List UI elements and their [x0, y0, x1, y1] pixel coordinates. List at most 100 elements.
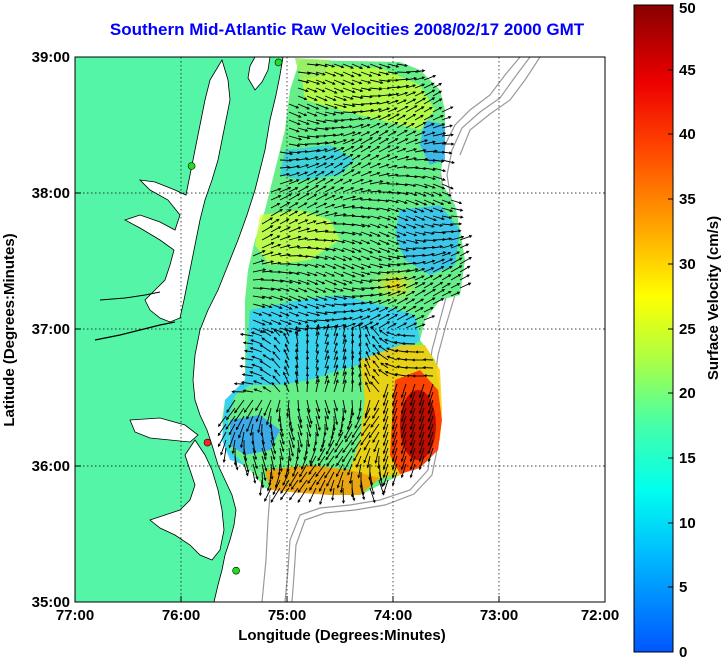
velocity-arrow-head [378, 299, 382, 303]
velocity-arrow [365, 343, 371, 353]
velocity-arrow-head [362, 224, 366, 228]
velocity-arrow-head [343, 348, 347, 352]
velocity-arrow [343, 455, 353, 471]
velocity-arrow-head [322, 289, 327, 293]
velocity-arrow-head [358, 162, 362, 166]
velocity-arrow-head [308, 424, 312, 429]
velocity-arrow [378, 63, 390, 69]
velocity-arrow-head [387, 249, 391, 253]
velocity-arrow-head [412, 275, 417, 279]
velocity-arrow [363, 439, 371, 451]
velocity-arrow [410, 423, 416, 438]
velocity-arrow-head [325, 127, 330, 131]
velocity-arrow [333, 133, 344, 137]
velocity-arrow [326, 455, 335, 467]
velocity-arrow [324, 271, 335, 277]
velocity-arrow [241, 381, 254, 385]
velocity-arrow-head [306, 281, 310, 285]
velocity-arrow [288, 255, 302, 257]
velocity-arrow [459, 250, 469, 257]
velocity-arrow [324, 87, 337, 94]
velocity-arrow [414, 275, 424, 281]
velocity-arrow-head [421, 91, 425, 94]
velocity-arrow-head [466, 250, 470, 254]
velocity-arrow [396, 106, 409, 113]
velocity-arrow [360, 321, 373, 329]
velocity-arrow [297, 246, 311, 249]
velocity-arrow [372, 360, 380, 369]
velocity-arrow-head [422, 358, 427, 362]
velocity-arrow-head [414, 193, 418, 197]
velocity-arrow [306, 311, 320, 316]
velocity-arrow-head [315, 358, 319, 363]
velocity-arrow [459, 282, 471, 289]
velocity-arrow-head [296, 164, 301, 168]
velocity-arrow-head [299, 444, 303, 448]
velocity-arrow-head [397, 290, 401, 294]
velocity-arrow-head [384, 123, 389, 126]
velocity-arrow-head [279, 208, 283, 212]
velocity-arrow [419, 431, 425, 446]
velocity-arrow [306, 202, 318, 209]
velocity-arrow [369, 239, 381, 245]
velocity-arrow-head [297, 281, 302, 285]
velocity-arrow-head [262, 322, 266, 326]
velocity-arrow [306, 127, 318, 131]
velocity-arrow-head [253, 388, 257, 392]
velocity-arrow-head [371, 491, 375, 496]
velocity-arrow [279, 202, 290, 209]
velocity-arrow [378, 71, 389, 75]
velocity-arrow [423, 231, 434, 235]
velocity-arrow [267, 479, 272, 491]
velocity-arrow-head [333, 282, 338, 286]
velocity-arrow-head [367, 308, 371, 312]
velocity-arrow-head [298, 137, 303, 141]
velocity-arrow [360, 162, 371, 169]
velocity-arrow-head [261, 485, 265, 489]
velocity-arrow [259, 360, 272, 369]
velocity-arrow-head [316, 331, 320, 335]
velocity-arrow-head [299, 419, 303, 424]
velocity-arrow [306, 423, 311, 437]
velocity-arrow [306, 177, 318, 185]
velocity-arrow [333, 147, 344, 153]
velocity-arrow-head [350, 350, 355, 354]
velocity-arrow-head [272, 456, 276, 461]
velocity-arrow [360, 308, 371, 313]
velocity-arrow [307, 471, 317, 484]
velocity-arrow-head [360, 442, 364, 446]
velocity-arrow [333, 255, 346, 261]
velocity-arrow [432, 159, 444, 162]
velocity-arrow-head [367, 116, 371, 120]
velocity-arrow-head [288, 209, 292, 213]
radar-site-marker [232, 566, 240, 575]
velocity-arrow [333, 63, 344, 68]
velocity-arrow-head [431, 259, 436, 263]
velocity-arrow [423, 315, 435, 321]
velocity-arrow [297, 211, 307, 217]
velocity-arrow [333, 139, 347, 145]
velocity-arrow [261, 270, 272, 273]
velocity-arrow [405, 207, 417, 213]
velocity-arrow [333, 324, 346, 329]
velocity-arrow [423, 75, 436, 81]
velocity-arrow [369, 115, 381, 121]
velocity-arrow-head [296, 272, 300, 276]
velocity-arrow-head [378, 257, 383, 261]
velocity-arrow [333, 342, 338, 353]
velocity-arrow-head [442, 132, 447, 136]
velocity-arrow [306, 407, 313, 424]
velocity-arrow-head [427, 458, 431, 463]
velocity-arrow [288, 311, 299, 317]
velocity-arrow [284, 360, 290, 369]
velocity-arrow-head [243, 409, 247, 413]
velocity-arrow [297, 87, 309, 92]
velocity-arrow-head [422, 366, 426, 370]
velocity-arrow-head [367, 272, 371, 276]
velocity-arrow-head [305, 372, 310, 377]
velocity-arrow [351, 124, 364, 129]
velocity-arrow [297, 287, 307, 293]
velocity-arrow-head [420, 114, 424, 118]
velocity-arrow-head [385, 72, 390, 76]
velocity-arrow-head [332, 248, 337, 252]
